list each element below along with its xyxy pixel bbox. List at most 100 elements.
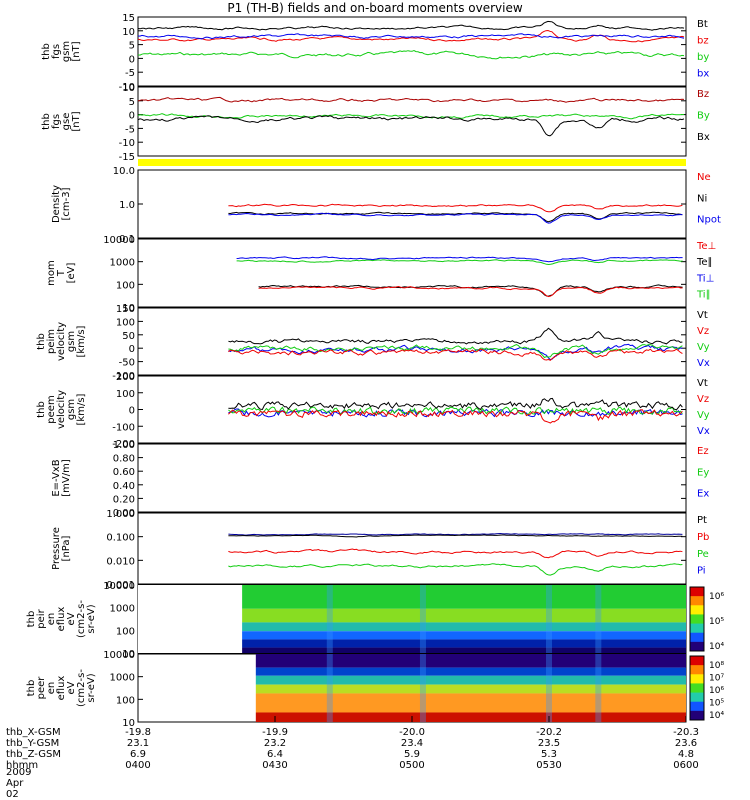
legend-label: Ex: [697, 489, 709, 500]
plot-title: P1 (TH-B) fields and on-board moments ov…: [227, 1, 523, 15]
colorbar-tick-label: 10⁷: [709, 674, 724, 684]
colorbar-frame: [689, 655, 705, 721]
legend-label: Vz: [697, 394, 709, 405]
legend-label: Vx: [697, 358, 710, 369]
y-axis-label: (cm2-s-: [76, 669, 87, 707]
spectrogram-band: [242, 622, 686, 632]
legend-label: Pt: [697, 515, 707, 526]
legend-label: Te∥: [696, 257, 713, 268]
colorbar-segment: [690, 623, 704, 634]
colorbar-tick-label: 10⁵: [709, 699, 724, 709]
y-tick-label: 0: [129, 54, 135, 65]
spectrogram-band: [242, 608, 686, 623]
y-tick-label: -200: [112, 439, 135, 450]
y-axis-label: peim: [46, 329, 57, 354]
series-vt: [228, 397, 683, 411]
spectrogram-feature: [419, 654, 426, 722]
colorbar-segment: [690, 710, 704, 721]
y-axis-label: en: [46, 682, 57, 695]
colorbar-segment: [690, 692, 704, 703]
quality-flag-bar: [138, 159, 686, 166]
y-tick-label: 0: [129, 111, 135, 122]
x-tick-label: 4.8: [678, 749, 694, 760]
y-tick-label: 0.100: [106, 533, 135, 544]
y-tick-label: 15: [122, 13, 135, 24]
series-pi: [228, 532, 683, 536]
x-tick-label: 0530: [536, 760, 561, 771]
electron-colorbar: [689, 655, 705, 721]
spectrogram-band: [255, 667, 686, 676]
x-tick-label: 0600: [673, 760, 698, 771]
x-tick-label: -19.8: [125, 727, 151, 738]
y-axis-label: E=-VxB: [51, 459, 62, 496]
panel-frame: [137, 512, 687, 585]
legend-label: Bz: [697, 89, 709, 100]
legend-label: By: [697, 111, 710, 122]
colorbar-segment: [690, 605, 704, 615]
y-axis-label: Density: [51, 185, 62, 223]
y-tick-label: 0.80: [113, 454, 135, 465]
x-tick-label: 23.1: [127, 738, 149, 749]
x-tick-label: 5.9: [404, 749, 420, 760]
y-axis-label: peem: [46, 395, 57, 423]
y-axis-label: thb: [36, 333, 47, 350]
y-axis-label: eV: [66, 612, 77, 625]
series-vz: [228, 409, 683, 424]
series-pb: [228, 548, 683, 559]
ion-colorbar: [689, 586, 705, 652]
panel-frame: [137, 307, 687, 376]
y-tick-label: -15: [119, 152, 135, 163]
y-axis-label: [nT]: [71, 111, 82, 131]
y-axis-label: thb: [26, 611, 37, 628]
panel-frame: [137, 375, 687, 444]
y-tick-label: -10: [119, 82, 135, 93]
y-axis-label: en: [46, 613, 57, 626]
x-tick-label: 0430: [262, 760, 287, 771]
spectrogram-band: [242, 647, 686, 653]
y-tick-label: 0.60: [113, 467, 135, 478]
colorbar-segment: [690, 587, 704, 597]
panel-frame: [137, 16, 687, 87]
spectrogram-band: [255, 712, 686, 722]
y-tick-label: 10: [122, 649, 135, 660]
x-tick-label: 6.4: [267, 749, 283, 760]
date-label: 2009 Apr 02: [6, 767, 32, 800]
series-vy: [228, 344, 683, 359]
x-tick-label: -19.9: [262, 727, 288, 738]
series-npot: [228, 212, 683, 224]
spectrogram-feature: [326, 654, 333, 722]
colorbar-tick-label: 10⁴: [709, 642, 724, 652]
y-axis-label: velocity: [56, 322, 67, 361]
x-tick-label: -20.2: [536, 727, 562, 738]
y-tick-label: 5: [129, 97, 135, 108]
legend-label: by: [697, 52, 709, 63]
x-tick-label: 0500: [399, 760, 424, 771]
series-pe: [228, 563, 683, 576]
colorbar-segment: [690, 656, 704, 666]
y-tick-label: 10: [122, 303, 135, 314]
legend-label: Vt: [697, 310, 708, 321]
series-te-par: [258, 284, 683, 297]
colorbar-tick-label: 10⁶: [709, 592, 724, 602]
y-tick-label: 100: [116, 389, 135, 400]
y-axis-label: [nT]: [71, 41, 82, 61]
colorbar-segment: [690, 596, 704, 606]
series-ne: [228, 203, 683, 213]
spectrogram-feature: [595, 654, 602, 722]
spectrogram-feature: [326, 585, 333, 653]
colorbar-tick-label: 10⁶: [709, 686, 724, 696]
y-axis-label: [nPa]: [61, 535, 72, 561]
x-axis-row-label: thb_Y-GSM: [6, 738, 59, 749]
y-axis-label: gsm: [66, 331, 77, 352]
y-tick-label: 1000: [110, 258, 135, 269]
y-axis-label: thb: [41, 43, 52, 60]
legend-label: bz: [697, 35, 709, 46]
y-tick-label: 10: [122, 83, 135, 94]
y-tick-label: 150: [116, 304, 135, 315]
y-tick-label: -50: [119, 358, 135, 369]
spectrogram-band: [255, 684, 686, 694]
legend-label: Bx: [697, 132, 710, 143]
y-axis-label: [km/s]: [76, 325, 87, 357]
series-ni: [228, 211, 683, 223]
